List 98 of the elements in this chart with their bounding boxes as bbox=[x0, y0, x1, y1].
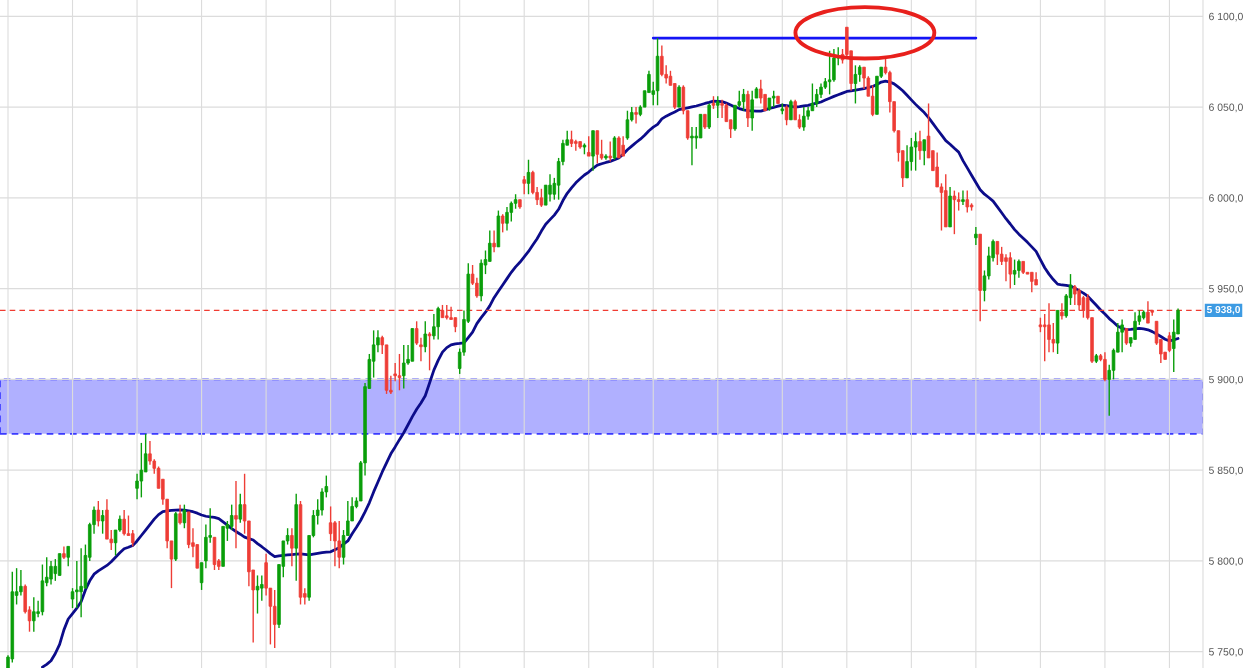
candlestick bbox=[814, 88, 819, 108]
candlestick bbox=[1030, 271, 1034, 293]
candlestick bbox=[290, 527, 294, 568]
candlestick bbox=[608, 140, 612, 163]
candlestick bbox=[853, 64, 858, 105]
candlestick bbox=[698, 113, 703, 139]
y-tick-label: 6 050,0 bbox=[1209, 103, 1243, 113]
candlestick bbox=[1120, 318, 1124, 353]
candlestick bbox=[961, 189, 965, 206]
y-tick-label: 5 850,0 bbox=[1208, 466, 1243, 476]
candlestick bbox=[1008, 251, 1013, 290]
candlestick bbox=[260, 574, 264, 602]
candlestick bbox=[677, 84, 681, 108]
y-tick-label: 6 000,0 bbox=[1209, 194, 1243, 203]
candlestick bbox=[1012, 258, 1017, 286]
candlestick bbox=[57, 552, 62, 577]
candlestick bbox=[526, 159, 531, 195]
candlestick bbox=[423, 320, 428, 353]
candlestick bbox=[229, 503, 234, 531]
candlestick bbox=[802, 106, 806, 132]
candlestick bbox=[505, 206, 509, 232]
candlestick bbox=[272, 589, 277, 649]
candlestick bbox=[148, 440, 152, 466]
candlestick bbox=[621, 135, 625, 157]
candlestick bbox=[1167, 331, 1172, 353]
candlestick bbox=[436, 306, 440, 341]
candlestick bbox=[1042, 313, 1047, 362]
candlestick bbox=[789, 99, 793, 121]
y-tick-label: 5 750,0 bbox=[1208, 648, 1243, 657]
candlestick bbox=[741, 88, 746, 112]
candlestick bbox=[952, 189, 957, 235]
candlestick bbox=[595, 130, 600, 165]
candlestick bbox=[913, 131, 918, 172]
y-tick-label: 5 900,0 bbox=[1208, 375, 1243, 385]
candlestick bbox=[522, 175, 526, 195]
candlestick bbox=[612, 135, 617, 161]
candlestick bbox=[427, 331, 432, 371]
candlestick bbox=[500, 213, 505, 234]
y-tick-label: 5 950,0 bbox=[1208, 285, 1243, 294]
candlestick bbox=[79, 547, 83, 618]
candlestick bbox=[182, 503, 187, 529]
candlestick bbox=[488, 229, 492, 263]
candlestick bbox=[586, 135, 591, 157]
candlestick bbox=[122, 509, 126, 537]
candlestick bbox=[995, 240, 1000, 266]
candlestick bbox=[96, 500, 101, 528]
candlestick bbox=[716, 95, 720, 119]
candlestick bbox=[690, 126, 694, 166]
candlestick bbox=[539, 188, 544, 208]
candlestick bbox=[922, 139, 927, 166]
candlestick bbox=[784, 104, 789, 126]
candlestick bbox=[548, 173, 552, 203]
candlestick bbox=[625, 110, 630, 141]
candlestick bbox=[617, 135, 621, 159]
y-tick-label: 6 100,0 bbox=[1209, 12, 1243, 22]
candlestick bbox=[75, 560, 79, 609]
candlestick bbox=[492, 229, 496, 254]
candlestick bbox=[827, 50, 832, 96]
candlestick bbox=[707, 102, 711, 130]
candlestick bbox=[255, 574, 260, 615]
candlestick bbox=[66, 545, 70, 568]
candlestick bbox=[634, 106, 638, 125]
candlestick bbox=[832, 48, 836, 83]
candlestick bbox=[905, 144, 909, 179]
candlestick bbox=[965, 189, 970, 214]
candlestick bbox=[320, 487, 324, 517]
y-tick-label: 5 800,0 bbox=[1208, 557, 1243, 567]
candlestick bbox=[178, 503, 182, 526]
candlestick bbox=[1073, 284, 1077, 306]
candlestick bbox=[139, 442, 144, 499]
candlestick bbox=[100, 509, 105, 535]
ref-line-label: 5 938,0 bbox=[1206, 305, 1241, 315]
candlestick bbox=[49, 560, 53, 586]
candlestick bbox=[393, 362, 397, 382]
candlestick bbox=[475, 277, 479, 299]
candlestick bbox=[974, 226, 978, 246]
candlestick bbox=[397, 353, 402, 391]
candlestick bbox=[402, 344, 406, 390]
line-series bbox=[41, 79, 1180, 668]
candlestick bbox=[333, 520, 337, 568]
candlestick bbox=[574, 139, 578, 152]
candlestick bbox=[238, 493, 243, 524]
candlestick bbox=[720, 99, 724, 119]
candlestick bbox=[337, 520, 341, 569]
candlestick bbox=[328, 505, 333, 542]
candlestick bbox=[1133, 311, 1137, 341]
candlestick bbox=[918, 130, 922, 161]
candlestick bbox=[746, 90, 750, 128]
candlestick bbox=[1017, 258, 1021, 279]
candlestick bbox=[234, 480, 238, 549]
candlestick bbox=[733, 104, 737, 132]
candlestick bbox=[135, 473, 139, 500]
candlestick bbox=[956, 191, 961, 212]
candlestick bbox=[32, 596, 36, 633]
candlestick bbox=[750, 90, 754, 132]
candlestick bbox=[1004, 253, 1008, 283]
candlestick bbox=[1103, 351, 1107, 382]
candlestick bbox=[19, 569, 23, 597]
